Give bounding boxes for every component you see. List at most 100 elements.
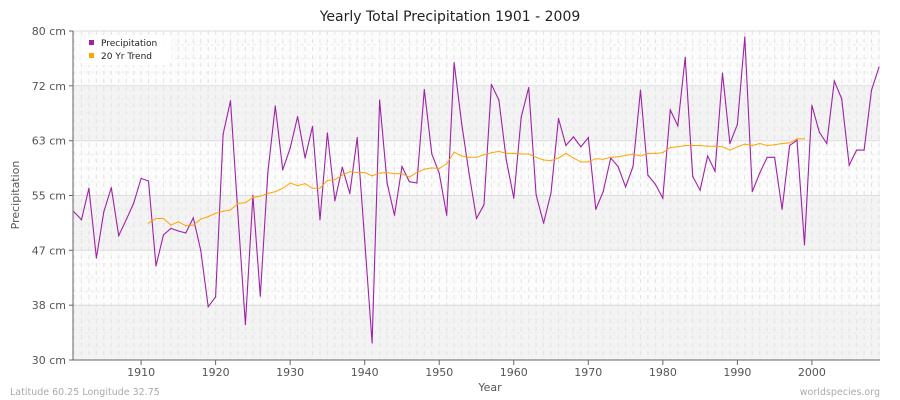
data-point-20-yr-trend <box>498 150 500 153</box>
data-point-20-yr-trend <box>200 218 202 220</box>
data-point-20-yr-trend <box>416 171 418 174</box>
y-tick-label: 80 cm <box>32 25 66 38</box>
data-point-20-yr-trend <box>803 138 806 140</box>
data-point-20-yr-trend <box>356 171 358 174</box>
data-point-precipitation <box>818 131 820 133</box>
data-point-20-yr-trend <box>535 156 537 158</box>
data-point-20-yr-trend <box>490 152 493 154</box>
data-point-precipitation <box>222 133 224 135</box>
data-point-precipitation <box>215 296 217 298</box>
data-point-20-yr-trend <box>736 146 738 148</box>
data-point-precipitation <box>654 183 656 185</box>
data-point-precipitation <box>692 175 694 178</box>
x-tick-label: 1910 <box>127 366 155 379</box>
data-point-precipitation <box>475 217 478 220</box>
data-point-20-yr-trend <box>297 185 299 187</box>
data-point-precipitation <box>513 197 515 199</box>
data-point-precipitation <box>826 142 828 145</box>
data-point-precipitation <box>729 142 731 145</box>
data-point-precipitation <box>505 159 507 161</box>
location-footer: Latitude 60.25 Longitude 32.75 <box>10 387 160 398</box>
data-point-20-yr-trend <box>364 171 366 174</box>
data-point-precipitation <box>147 180 150 182</box>
data-point-20-yr-trend <box>170 224 172 226</box>
x-tick-label: 1990 <box>723 366 751 379</box>
data-point-precipitation <box>781 208 783 210</box>
data-point-20-yr-trend <box>699 144 701 147</box>
data-point-precipitation <box>297 115 299 118</box>
data-point-20-yr-trend <box>572 157 574 159</box>
data-point-precipitation <box>170 227 172 229</box>
data-point-20-yr-trend <box>565 152 567 154</box>
data-point-precipitation <box>237 214 239 216</box>
data-point-precipitation <box>95 257 97 259</box>
data-point-20-yr-trend <box>624 154 627 156</box>
data-point-20-yr-trend <box>326 179 329 181</box>
data-point-20-yr-trend <box>639 155 642 157</box>
data-point-precipitation <box>80 219 83 221</box>
data-point-20-yr-trend <box>446 163 448 165</box>
data-point-precipitation <box>788 144 791 147</box>
data-point-precipitation <box>326 132 329 134</box>
data-point-20-yr-trend <box>483 154 485 156</box>
data-point-20-yr-trend <box>781 142 783 145</box>
data-point-precipitation <box>542 222 545 224</box>
data-point-precipitation <box>289 147 291 149</box>
data-point-precipitation <box>177 230 179 232</box>
data-point-20-yr-trend <box>274 190 276 193</box>
data-point-precipitation <box>751 190 753 193</box>
data-point-20-yr-trend <box>222 210 224 212</box>
data-point-precipitation <box>341 166 343 168</box>
data-point-20-yr-trend <box>401 173 403 175</box>
data-point-20-yr-trend <box>587 161 589 163</box>
x-tick-label: 2000 <box>798 366 826 379</box>
data-point-20-yr-trend <box>647 152 649 154</box>
data-point-precipitation <box>371 342 373 344</box>
data-point-precipitation <box>192 217 194 219</box>
y-tick-label: 47 cm <box>32 244 66 257</box>
data-point-precipitation <box>595 208 597 210</box>
data-point-precipitation <box>647 174 649 176</box>
data-point-precipitation <box>639 89 642 91</box>
data-point-20-yr-trend <box>602 158 604 160</box>
data-point-20-yr-trend <box>550 160 552 162</box>
data-point-precipitation <box>848 164 850 166</box>
data-point-20-yr-trend <box>244 202 247 204</box>
data-point-precipitation <box>714 170 716 172</box>
y-tick-label: 63 cm <box>32 135 66 148</box>
data-point-20-yr-trend <box>721 146 724 148</box>
data-point-precipitation <box>498 99 500 101</box>
data-point-precipitation <box>356 136 358 139</box>
data-point-20-yr-trend <box>162 217 165 220</box>
data-point-20-yr-trend <box>662 152 664 154</box>
data-point-precipitation <box>833 80 835 82</box>
x-tick-label: 1950 <box>425 366 453 379</box>
data-point-20-yr-trend <box>423 168 425 170</box>
data-point-20-yr-trend <box>229 209 232 211</box>
data-point-precipitation <box>125 219 127 221</box>
data-point-precipitation <box>311 125 314 128</box>
data-point-precipitation <box>863 149 865 151</box>
y-tick-label: 38 cm <box>32 299 66 312</box>
data-point-precipitation <box>304 157 306 159</box>
data-point-precipitation <box>662 197 664 199</box>
data-point-precipitation <box>110 187 112 189</box>
data-point-20-yr-trend <box>311 187 314 189</box>
y-axis-label: Precipitation <box>9 161 22 230</box>
data-point-20-yr-trend <box>796 138 798 140</box>
data-point-precipitation <box>811 104 813 106</box>
data-point-20-yr-trend <box>408 176 411 178</box>
x-tick-label: 1960 <box>500 366 528 379</box>
data-point-20-yr-trend <box>282 187 284 189</box>
data-point-precipitation <box>133 202 135 204</box>
data-point-precipitation <box>632 165 634 168</box>
data-point-precipitation <box>878 66 880 68</box>
data-point-precipitation <box>572 136 574 138</box>
data-point-20-yr-trend <box>334 179 336 181</box>
data-point-20-yr-trend <box>207 215 209 218</box>
data-point-precipitation <box>744 36 746 38</box>
data-point-20-yr-trend <box>595 158 597 160</box>
data-point-precipitation <box>334 200 336 202</box>
data-point-20-yr-trend <box>684 144 686 147</box>
data-point-precipitation <box>408 181 411 183</box>
